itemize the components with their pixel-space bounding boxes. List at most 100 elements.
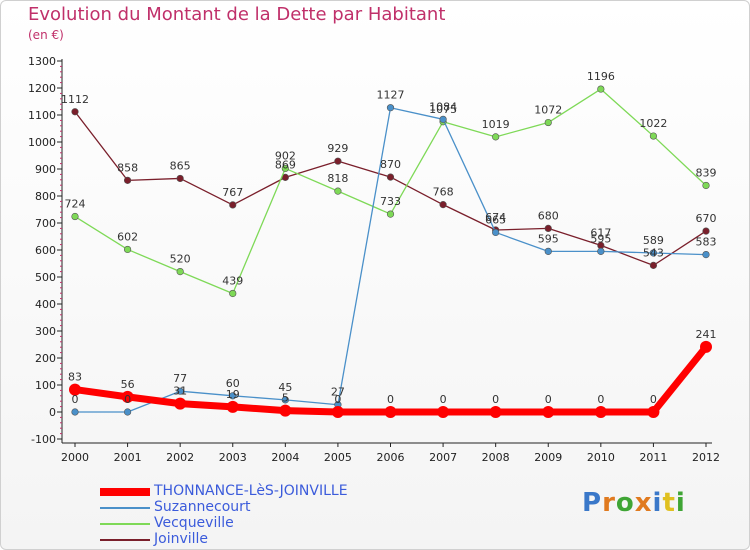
data-point — [702, 250, 710, 259]
data-label: 870 — [380, 158, 401, 171]
data-point — [279, 404, 292, 417]
data-label: 589 — [643, 234, 664, 247]
data-label: 520 — [170, 253, 191, 266]
data-label: 1019 — [482, 118, 510, 131]
data-label: 1084 — [429, 100, 457, 113]
data-label: 602 — [117, 230, 138, 243]
data-point — [700, 340, 712, 353]
x-tick-label: 2012 — [692, 451, 720, 464]
data-label: 0 — [650, 393, 657, 406]
data-label: 680 — [538, 209, 559, 222]
x-tick-label: 2002 — [166, 451, 194, 464]
data-label: 5 — [282, 392, 289, 405]
legend-swatch-vecqueville — [100, 523, 150, 525]
data-label: 83 — [68, 371, 82, 384]
y-tick-label: 1200 — [28, 82, 56, 95]
legend-swatch-suzannecourt — [100, 507, 150, 509]
data-point — [229, 392, 237, 400]
data-label: 595 — [590, 232, 611, 245]
data-point — [702, 181, 710, 190]
data-point — [597, 247, 605, 255]
data-point — [121, 390, 134, 403]
data-point — [331, 406, 344, 418]
data-point — [123, 245, 132, 254]
data-point — [226, 400, 239, 413]
y-tick-label: 700 — [35, 217, 56, 230]
data-label: 77 — [173, 372, 187, 385]
data-label: 595 — [538, 232, 559, 245]
data-point — [492, 133, 500, 141]
data-label: 858 — [117, 161, 138, 174]
series-line — [74, 111, 707, 267]
data-point — [123, 408, 132, 416]
data-label: 617 — [590, 226, 611, 239]
data-point — [544, 224, 552, 232]
logo-letter: i — [652, 488, 663, 518]
data-label: 869 — [275, 158, 296, 171]
data-point — [229, 201, 237, 209]
y-tick-label: 900 — [35, 163, 56, 176]
data-label: 1022 — [639, 117, 667, 130]
data-point — [649, 132, 658, 140]
data-point — [281, 396, 289, 404]
data-label: 60 — [226, 377, 240, 390]
data-point — [649, 261, 658, 269]
x-tick-label: 2000 — [61, 451, 89, 464]
x-tick-label: 2003 — [219, 451, 247, 464]
data-label: 724 — [65, 198, 86, 211]
y-tick-label: 1300 — [28, 55, 56, 68]
y-tick-label: 400 — [35, 298, 56, 311]
data-point — [71, 212, 79, 221]
data-label: 19 — [226, 388, 240, 401]
data-point — [544, 247, 552, 255]
data-label: 543 — [643, 246, 664, 259]
data-label: 768 — [433, 186, 454, 199]
data-point — [647, 406, 660, 418]
proxiti-logo: Proxiti — [582, 488, 686, 518]
data-point — [71, 408, 79, 416]
legend-swatch-joinville — [100, 539, 150, 541]
data-point — [386, 173, 395, 181]
chart-subtitle: (en €) — [28, 28, 64, 42]
data-label: 1072 — [534, 104, 562, 117]
data-point — [386, 210, 395, 218]
data-point — [281, 164, 289, 173]
data-point — [594, 406, 607, 418]
data-point — [176, 268, 184, 276]
data-point — [489, 406, 502, 418]
x-tick-label: 2011 — [639, 451, 667, 464]
logo-letter: t — [662, 488, 676, 518]
y-tick-label: 100 — [35, 379, 56, 392]
data-label: 665 — [485, 213, 506, 226]
data-label: 1075 — [429, 103, 457, 116]
legend-label-joinville: Joinville — [154, 531, 209, 547]
data-label: 929 — [327, 142, 348, 155]
x-tick-label: 2007 — [429, 451, 457, 464]
legend-label-thonnance: THONNANCE-LèS-JOINVILLE — [154, 483, 348, 499]
x-tick-label: 2005 — [324, 451, 352, 464]
data-point — [123, 176, 132, 184]
y-tick-label: 800 — [35, 190, 56, 203]
y-tick-label: 300 — [35, 325, 56, 338]
data-label: 0 — [72, 393, 79, 406]
data-label: 1112 — [61, 93, 89, 106]
data-point — [386, 104, 395, 112]
data-label: 45 — [278, 381, 292, 394]
data-point — [176, 174, 184, 183]
data-label: 0 — [597, 393, 604, 406]
legend-label-vecqueville: Vecqueville — [154, 515, 234, 531]
data-label: 902 — [275, 149, 296, 162]
data-point — [229, 289, 237, 298]
data-label: 865 — [170, 159, 191, 172]
y-tick-label: 200 — [35, 352, 56, 365]
data-label: 31 — [173, 385, 187, 398]
x-tick-label: 2006 — [377, 451, 405, 464]
logo-letter: o — [615, 488, 635, 518]
data-point — [71, 108, 79, 116]
data-label: 0 — [387, 393, 394, 406]
data-point — [542, 406, 555, 418]
data-label: 818 — [327, 172, 348, 185]
data-point — [437, 406, 450, 418]
data-labels: 1112 858 865 767 869 929 870 768 674 680 617 543 670… — [61, 70, 717, 406]
